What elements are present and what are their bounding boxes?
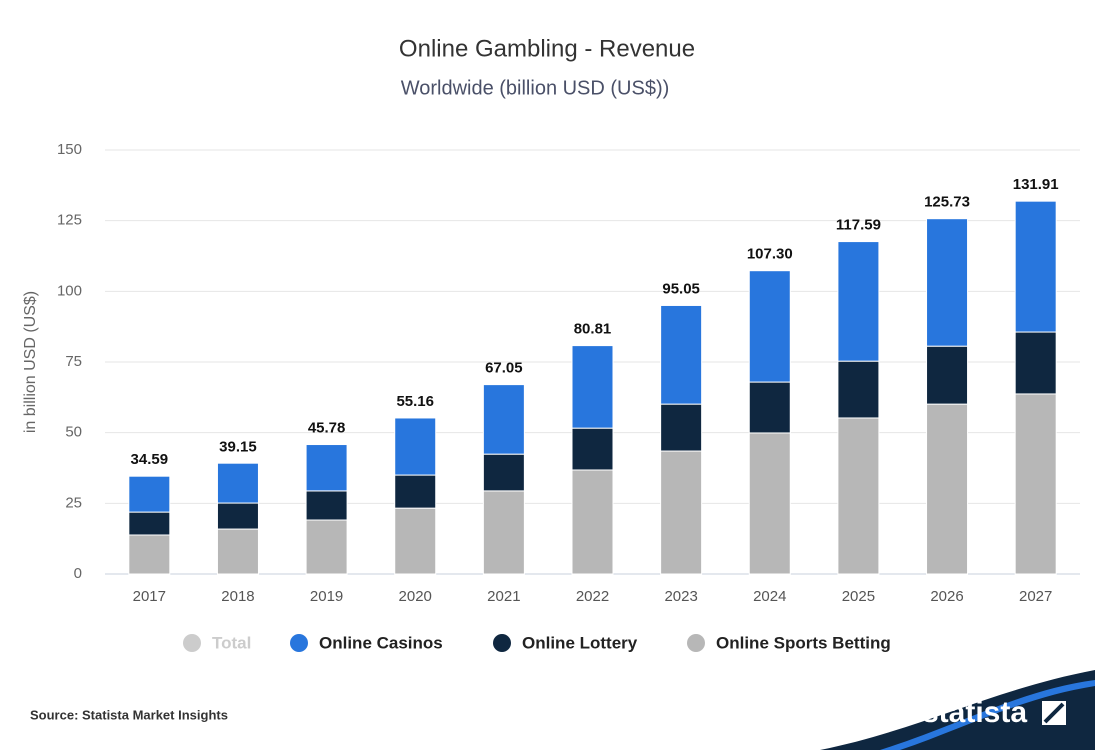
bar-segment [571, 345, 614, 429]
total-label: 107.30 [747, 246, 793, 263]
total-label: 80.81 [574, 321, 612, 338]
legend-label: Online Lottery [522, 633, 638, 652]
x-tick-label: 2023 [664, 588, 697, 605]
bar-segment [571, 427, 614, 471]
x-tick-label: 2020 [399, 588, 432, 605]
logo: statista [922, 696, 1027, 729]
chart-title: Online Gambling - Revenue [399, 35, 695, 62]
bar-segment [1014, 331, 1057, 395]
bar-segment [748, 381, 791, 434]
bar-segment [305, 490, 348, 521]
bar-segment [926, 403, 969, 575]
y-tick-label: 150 [57, 141, 82, 158]
y-tick-label: 0 [74, 565, 82, 582]
y-tick-label: 50 [65, 424, 82, 441]
source: Source: Statista Market Insights [30, 707, 228, 722]
bar-segment [216, 502, 259, 530]
bar-segment [660, 450, 703, 575]
x-tick-label: 2017 [133, 588, 166, 605]
total-label: 95.05 [662, 280, 700, 297]
total-label: 131.91 [1013, 176, 1059, 193]
bar-segment [926, 345, 969, 405]
total-label: 67.05 [485, 359, 523, 376]
total-label: 45.78 [308, 420, 346, 437]
legend-label: Total [212, 633, 251, 652]
legend-label: Online Casinos [319, 633, 443, 652]
legend-label: Online Sports Betting [716, 633, 891, 652]
total-label: 55.16 [396, 393, 434, 410]
bar-segment [216, 528, 259, 575]
y-tick-label: 100 [57, 282, 82, 299]
x-tick-label: 2021 [487, 588, 520, 605]
chart-subtitle: Worldwide (billion USD (US$)) [401, 77, 670, 99]
y-tick-label: 25 [65, 494, 82, 511]
y-tick-label: 125 [57, 212, 82, 229]
bar-segment [216, 462, 259, 504]
bar-segment [1014, 200, 1057, 333]
x-tick-label: 2025 [842, 588, 875, 605]
bar-segment [128, 511, 171, 536]
total-label: 34.59 [131, 451, 169, 468]
bar-segment [394, 417, 437, 476]
x-tick-label: 2019 [310, 588, 343, 605]
y-tick-label: 75 [65, 353, 82, 370]
bar-segment [128, 534, 171, 575]
x-tick-label: 2026 [930, 588, 963, 605]
bar-segment [482, 384, 525, 455]
bar-segment [837, 360, 880, 419]
bar-segment [394, 474, 437, 509]
bar-segment [660, 304, 703, 405]
logo-icon-mark [1043, 702, 1065, 724]
legend-marker [687, 634, 705, 652]
x-tick-label: 2024 [753, 588, 786, 605]
legend-marker [493, 634, 511, 652]
bar-segment [571, 469, 614, 575]
bar-segment [394, 507, 437, 575]
legend-marker [290, 634, 308, 652]
bar-segment [305, 519, 348, 575]
total-label: 117.59 [836, 217, 881, 234]
bar-segment [482, 490, 525, 575]
footer-accent [880, 680, 1095, 750]
bar-segment [128, 475, 171, 513]
bar-segment [305, 444, 348, 492]
total-label: 39.15 [219, 438, 257, 455]
bar-segment [1014, 393, 1057, 575]
bar-segment [837, 417, 880, 575]
bar-segment [748, 432, 791, 575]
total-label: 125.73 [924, 194, 970, 211]
bar-segment [837, 241, 880, 362]
x-tick-label: 2027 [1019, 588, 1052, 605]
x-tick-label: 2022 [576, 588, 609, 605]
x-tick-label: 2018 [221, 588, 254, 605]
bar-segment [926, 218, 969, 347]
legend-marker [183, 634, 201, 652]
footer-swoosh [820, 670, 1095, 750]
bar-segment [748, 270, 791, 383]
bar-segment [660, 403, 703, 452]
y-axis-label: in billion USD (US$) [22, 291, 39, 433]
bar-segment [482, 453, 525, 492]
